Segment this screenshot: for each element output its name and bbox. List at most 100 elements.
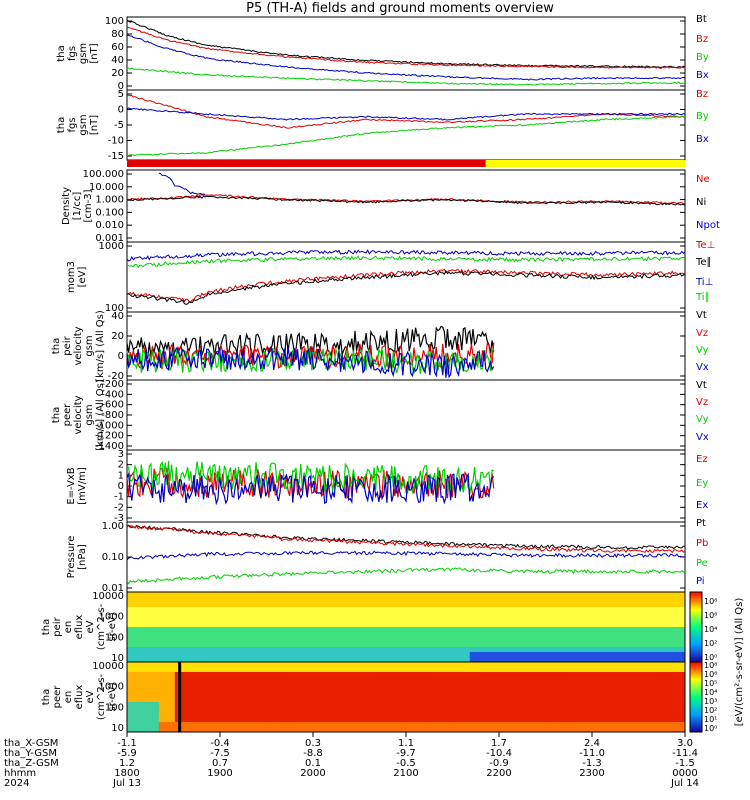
spectrogram-cell xyxy=(661,727,670,733)
spectrogram-cell xyxy=(174,617,184,623)
spectrogram-cell xyxy=(142,722,152,728)
spectrogram-cell xyxy=(581,717,590,723)
spectrogram-cell xyxy=(653,647,662,653)
spectrogram-cell xyxy=(286,677,295,683)
spectrogram-cell xyxy=(358,707,367,713)
spectrogram-cell xyxy=(597,722,606,728)
spectrogram-cell xyxy=(206,667,216,673)
spectrogram-cell xyxy=(541,622,550,628)
spectrogram-cell xyxy=(517,702,527,708)
spectrogram-cell xyxy=(421,632,431,638)
spectrogram-cell xyxy=(613,692,622,698)
spectrogram-cell xyxy=(150,672,160,678)
spectrogram-cell xyxy=(613,722,622,728)
spectrogram-cell xyxy=(238,612,248,618)
spectrogram-cell xyxy=(246,727,256,733)
spectrogram-cell xyxy=(150,632,160,638)
spectrogram-cell xyxy=(557,637,566,643)
spectrogram-cell xyxy=(342,642,351,648)
spectrogram-cell xyxy=(437,657,447,663)
spectrogram-cell xyxy=(485,667,495,673)
spectrogram-cell xyxy=(485,632,495,638)
spectrogram-cell xyxy=(509,622,519,628)
spectrogram-cell xyxy=(421,612,431,618)
spectrogram-cell xyxy=(573,627,582,633)
spectrogram-cell xyxy=(134,602,144,608)
spectrogram-cell xyxy=(358,607,367,613)
spectrogram-cell xyxy=(621,622,630,628)
spectrogram-cell xyxy=(127,727,136,733)
spectrogram-cell xyxy=(541,657,550,663)
spectrogram-cell xyxy=(493,657,503,663)
spectrogram-cell xyxy=(629,602,638,608)
spectrogram-cell xyxy=(645,637,654,643)
spectrogram-cell xyxy=(629,707,638,713)
panel-frame-peir_velocity xyxy=(126,311,686,381)
spectrogram-cell xyxy=(382,652,391,658)
spectrogram-cell xyxy=(653,607,662,613)
spectrogram-cell xyxy=(485,707,495,713)
spectrogram-cell xyxy=(645,712,654,718)
spectrogram-cell xyxy=(286,642,295,648)
spectrogram-cell xyxy=(605,682,614,688)
spectrogram-cell xyxy=(565,677,574,683)
spectrogram-cell xyxy=(413,642,423,648)
spectrogram-cell xyxy=(270,647,279,653)
spectrogram-cell xyxy=(142,642,152,648)
ylabel-density: Density[1/cc][cm-3] xyxy=(61,187,94,225)
spectrogram-cell xyxy=(533,702,543,708)
spectrogram-cell xyxy=(254,707,264,713)
spectrogram-cell xyxy=(358,647,367,653)
spectrogram-cell xyxy=(509,722,519,728)
spectrogram-cell xyxy=(366,662,375,668)
spectrogram-cell xyxy=(565,662,574,668)
ylabel-line: sr-eV) xyxy=(107,682,118,711)
spectrogram-cell xyxy=(182,602,192,608)
spectrogram-cell xyxy=(374,682,383,688)
spectrogram-cell xyxy=(661,692,670,698)
spectrogram-cell xyxy=(134,627,144,633)
spectrogram-cell xyxy=(557,727,566,733)
spectrogram-cell xyxy=(509,612,519,618)
legend-Bx: Bx xyxy=(696,70,709,81)
spectrogram-cell xyxy=(653,622,662,628)
spectrogram-cell xyxy=(637,612,646,618)
spectrogram-cell xyxy=(493,647,503,653)
spectrogram-cell xyxy=(589,682,598,688)
spectrogram-cell xyxy=(573,597,582,603)
spectrogram-cell xyxy=(350,597,359,603)
spectrogram-cell xyxy=(150,617,160,623)
spectrogram-cell xyxy=(421,647,431,653)
spectrogram-cell xyxy=(166,642,176,648)
spectrogram-cell xyxy=(533,727,543,733)
spectrogram-cell xyxy=(525,622,535,628)
spectrogram-cell xyxy=(589,657,598,663)
spectrogram-cell xyxy=(198,657,208,663)
spectrogram-cell xyxy=(262,692,271,698)
panel-frame-fgs_gsm xyxy=(126,89,686,161)
spectrogram-cell xyxy=(398,717,407,723)
spectrogram-cell xyxy=(358,627,367,633)
spectrogram-cell xyxy=(597,702,606,708)
spectrogram-cell xyxy=(238,727,248,733)
spectrogram-cell xyxy=(398,637,407,643)
spectrogram-cell xyxy=(198,727,208,733)
spectrogram-cell xyxy=(493,707,503,713)
spectrogram-cell xyxy=(621,677,630,683)
spectrogram-cell xyxy=(230,717,240,723)
spectrogram-cell xyxy=(637,717,646,723)
spectrogram-cell xyxy=(525,682,535,688)
spectrogram-cell xyxy=(270,592,279,598)
spectrogram-cell xyxy=(429,597,439,603)
spectrogram-cell xyxy=(382,642,391,648)
spectrogram-cell xyxy=(270,727,279,733)
spectrogram-cell xyxy=(661,607,670,613)
ytick-label: 60 xyxy=(111,42,124,53)
spectrogram-cell xyxy=(326,677,335,683)
spectrogram-cell xyxy=(605,677,614,683)
spectrogram-cell xyxy=(605,672,614,678)
spectrogram-cell xyxy=(437,592,447,598)
spectrogram-cell xyxy=(621,727,630,733)
spectrogram-cell xyxy=(637,602,646,608)
ylabel-line: tha xyxy=(51,338,62,354)
